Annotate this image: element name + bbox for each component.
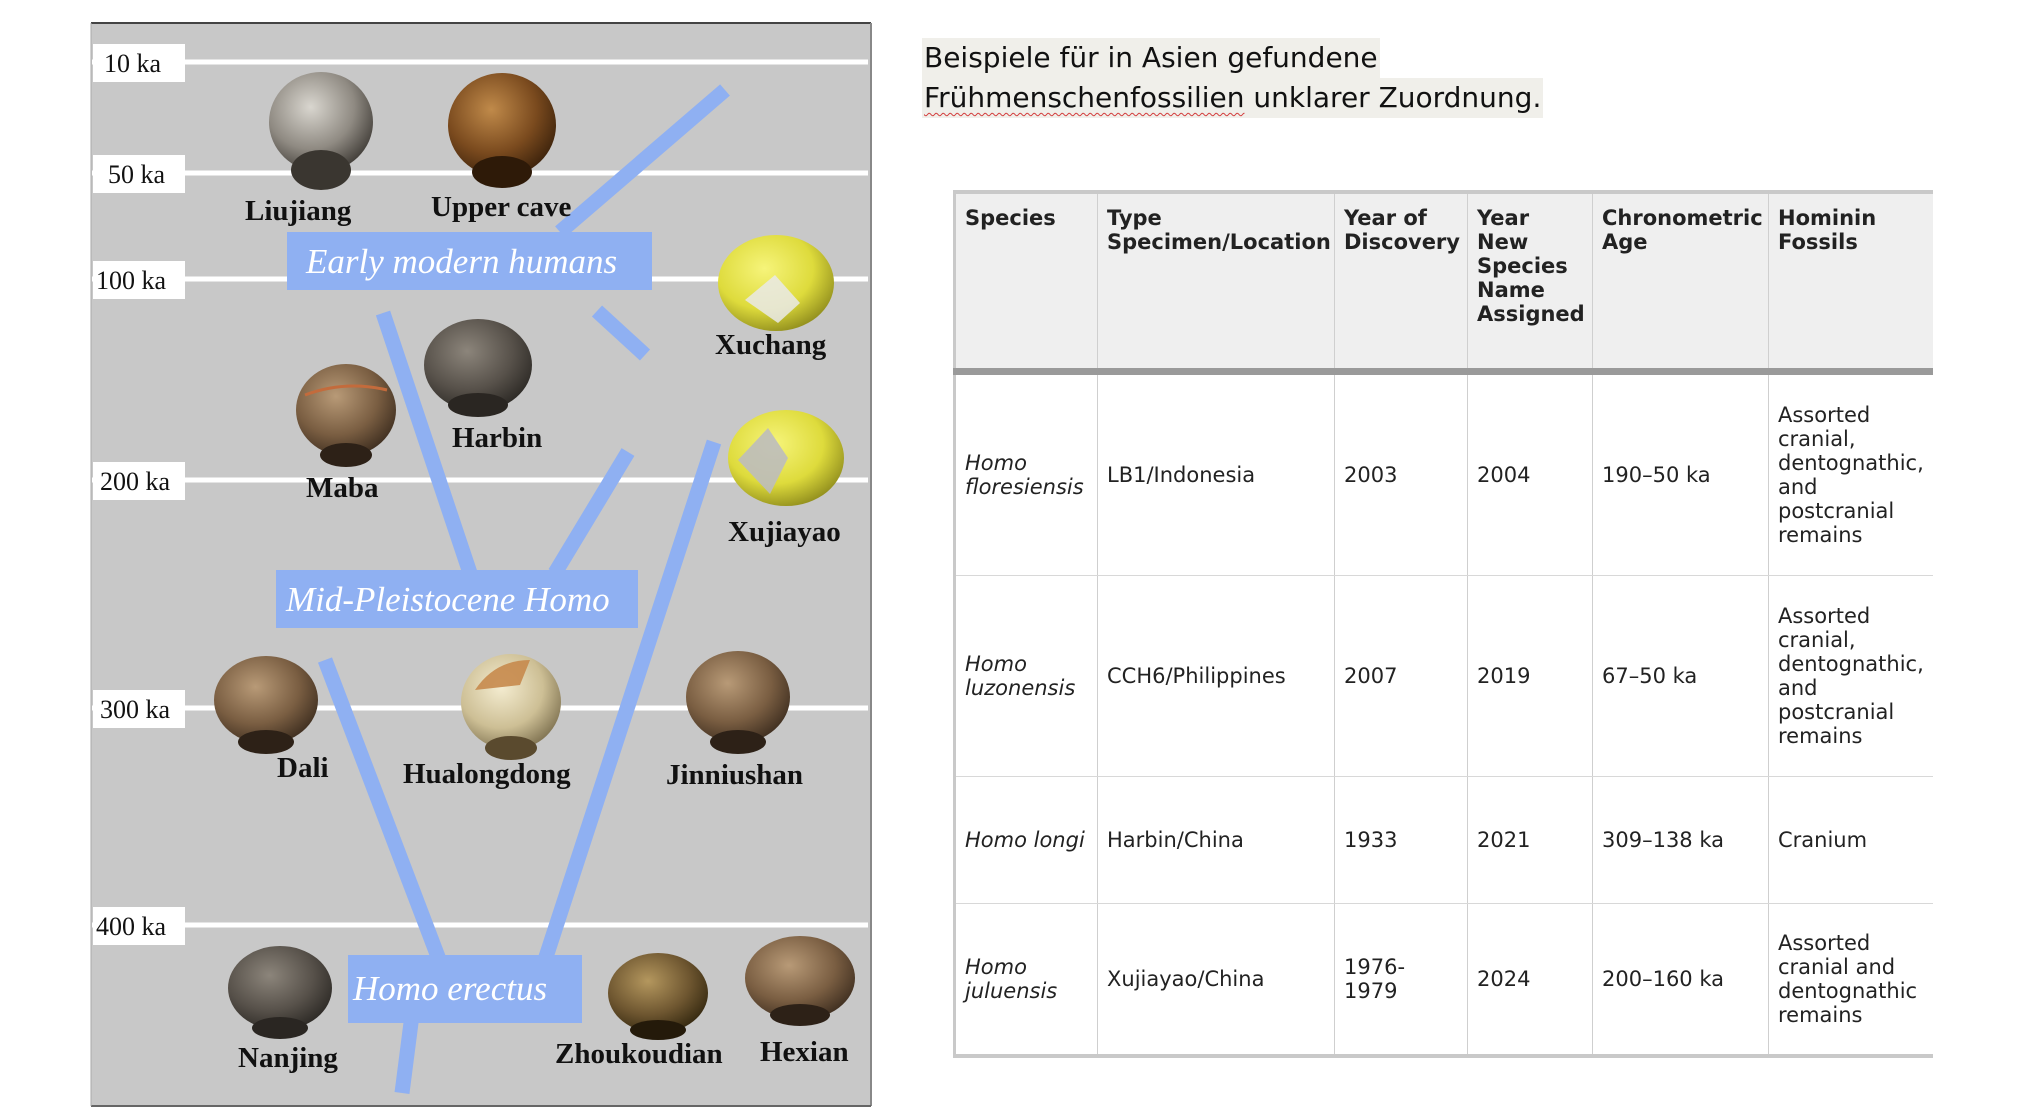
time-label-50ka: 50 ka (108, 160, 166, 189)
skull-label-jinniushan: Jinniushan (666, 759, 803, 791)
cell-year-named: 2021 (1467, 776, 1593, 904)
table-header-row: Species Type Specimen/Location Year of D… (953, 190, 1933, 372)
header-type-specimen: Type Specimen/Location (1097, 190, 1335, 372)
time-label-400ka: 400 ka (96, 912, 167, 941)
header-chronometric-age: Chronometric Age (1592, 190, 1769, 372)
cell-year-named: 2024 (1467, 903, 1593, 1058)
skull-hualongdong: Hualongdong (403, 654, 571, 790)
cell-hominin-fossils: Assorted cranial and dentognathic remain… (1768, 903, 1933, 1058)
skull-label-maba: Maba (306, 472, 379, 504)
cell-hominin-fossils: Assorted cranial, dentognathic, and post… (1768, 575, 1933, 777)
skull-nanjing: Nanjing (228, 946, 338, 1074)
cell-year-discovery: 1933 (1334, 776, 1468, 904)
cell-year-discovery: 2007 (1334, 575, 1468, 777)
skull-label-liujiang: Liujiang (245, 195, 352, 227)
svg-text:Mid-Pleistocene Homo: Mid-Pleistocene Homo (285, 580, 610, 619)
cell-species: Homo luzonensis (953, 575, 1098, 777)
cell-species: Homo longi (953, 776, 1098, 904)
cell-type-specimen: LB1/Indonesia (1097, 371, 1335, 576)
cell-chronometric-age: 309–138 ka (1592, 776, 1769, 904)
phylogeny-branches (317, 84, 730, 1094)
group-label-mid-pleistocene-homo: Mid-Pleistocene Homo (276, 570, 638, 628)
time-label-10ka: 10 ka (104, 49, 162, 78)
time-label-300ka: 300 ka (100, 695, 171, 724)
fossil-table: Species Type Specimen/Location Year of D… (953, 190, 1933, 1058)
skull-upper-cave: Upper cave (431, 73, 572, 223)
cell-chronometric-age: 67–50 ka (1592, 575, 1769, 777)
heading-line-2-rest: unklarer Zuordnung. (1244, 81, 1542, 114)
group-label-early-modern-humans: Early modern humans (287, 232, 652, 290)
cell-species: Homo floresiensis (953, 371, 1098, 576)
cell-year-discovery: 1976-1979 (1334, 903, 1468, 1058)
slide-heading: Beispiele für in Asien gefundene Frühmen… (922, 38, 1622, 118)
skull-hexian: Hexian (745, 936, 855, 1068)
cell-chronometric-age: 190–50 ka (1592, 371, 1769, 576)
cell-type-specimen: CCH6/Philippines (1097, 575, 1335, 777)
svg-text:Early modern humans: Early modern humans (305, 242, 617, 281)
skull-label-xujiayao: Xujiayao (728, 516, 841, 548)
heading-line-1: Beispiele für in Asien gefundene (922, 38, 1380, 78)
skull-label-upper-cave: Upper cave (431, 191, 572, 223)
heading-line-2: Frühmenschenfossilien unklarer Zuordnung… (922, 78, 1544, 118)
cell-year-named: 2004 (1467, 371, 1593, 576)
skull-zhoukoudian: Zhoukoudian (555, 953, 723, 1070)
table-row: Homo floresiensis LB1/Indonesia 2003 200… (953, 371, 1933, 576)
skull-label-nanjing: Nanjing (238, 1042, 338, 1074)
spellcheck-word[interactable]: Frühmenschenfossilien (924, 81, 1245, 114)
skull-label-hexian: Hexian (760, 1036, 849, 1068)
cell-hominin-fossils: Assorted cranial, dentognathic, and post… (1768, 371, 1933, 576)
header-year-discovery: Year of Discovery (1334, 190, 1468, 372)
skull-liujiang: Liujiang (245, 72, 373, 227)
skull-dali: Dali (214, 656, 329, 784)
skull-jinniushan: Jinniushan (666, 651, 803, 791)
cell-type-specimen: Harbin/China (1097, 776, 1335, 904)
species-table: Species Type Specimen/Location Year of D… (953, 190, 1933, 1058)
cell-hominin-fossils: Cranium (1768, 776, 1933, 904)
skull-xujiayao: Xujiayao (728, 410, 844, 548)
skull-label-xuchang: Xuchang (715, 329, 827, 361)
skull-label-harbin: Harbin (452, 422, 542, 454)
phylogeny-diagram: 10 ka 50 ka 100 ka 200 ka 300 ka 400 ka … (90, 22, 872, 1107)
time-label-200ka: 200 ka (100, 467, 171, 496)
header-species: Species (953, 190, 1098, 372)
time-label-100ka: 100 ka (96, 266, 167, 295)
skull-label-dali: Dali (277, 752, 329, 784)
cell-year-discovery: 2003 (1334, 371, 1468, 576)
svg-text:Homo erectus: Homo erectus (352, 969, 547, 1008)
cell-chronometric-age: 200–160 ka (1592, 903, 1769, 1058)
header-year-named: Year New Species Name Assigned (1467, 190, 1593, 372)
header-hominin-fossils: Hominin Fossils (1768, 190, 1933, 372)
table-row: Homo juluensis Xujiayao/China 1976-1979 … (953, 903, 1933, 1058)
skull-harbin: Harbin (424, 319, 542, 454)
group-label-homo-erectus: Homo erectus (348, 955, 582, 1023)
figure-background (91, 23, 871, 1106)
skull-maba: Maba (296, 364, 396, 504)
cell-type-specimen: Xujiayao/China (1097, 903, 1335, 1058)
skull-xuchang: Xuchang (715, 235, 834, 361)
skull-label-zhoukoudian: Zhoukoudian (555, 1038, 723, 1070)
cell-year-named: 2019 (1467, 575, 1593, 777)
cell-species: Homo juluensis (953, 903, 1098, 1058)
table-row: Homo luzonensis CCH6/Philippines 2007 20… (953, 575, 1933, 777)
skull-label-hualongdong: Hualongdong (403, 758, 571, 790)
time-axis-labels: 10 ka 50 ka 100 ka 200 ka 300 ka 400 ka (93, 44, 185, 945)
table-row: Homo longi Harbin/China 1933 2021 309–13… (953, 776, 1933, 904)
hominin-phylogeny-figure: 10 ka 50 ka 100 ka 200 ka 300 ka 400 ka … (0, 0, 900, 1110)
